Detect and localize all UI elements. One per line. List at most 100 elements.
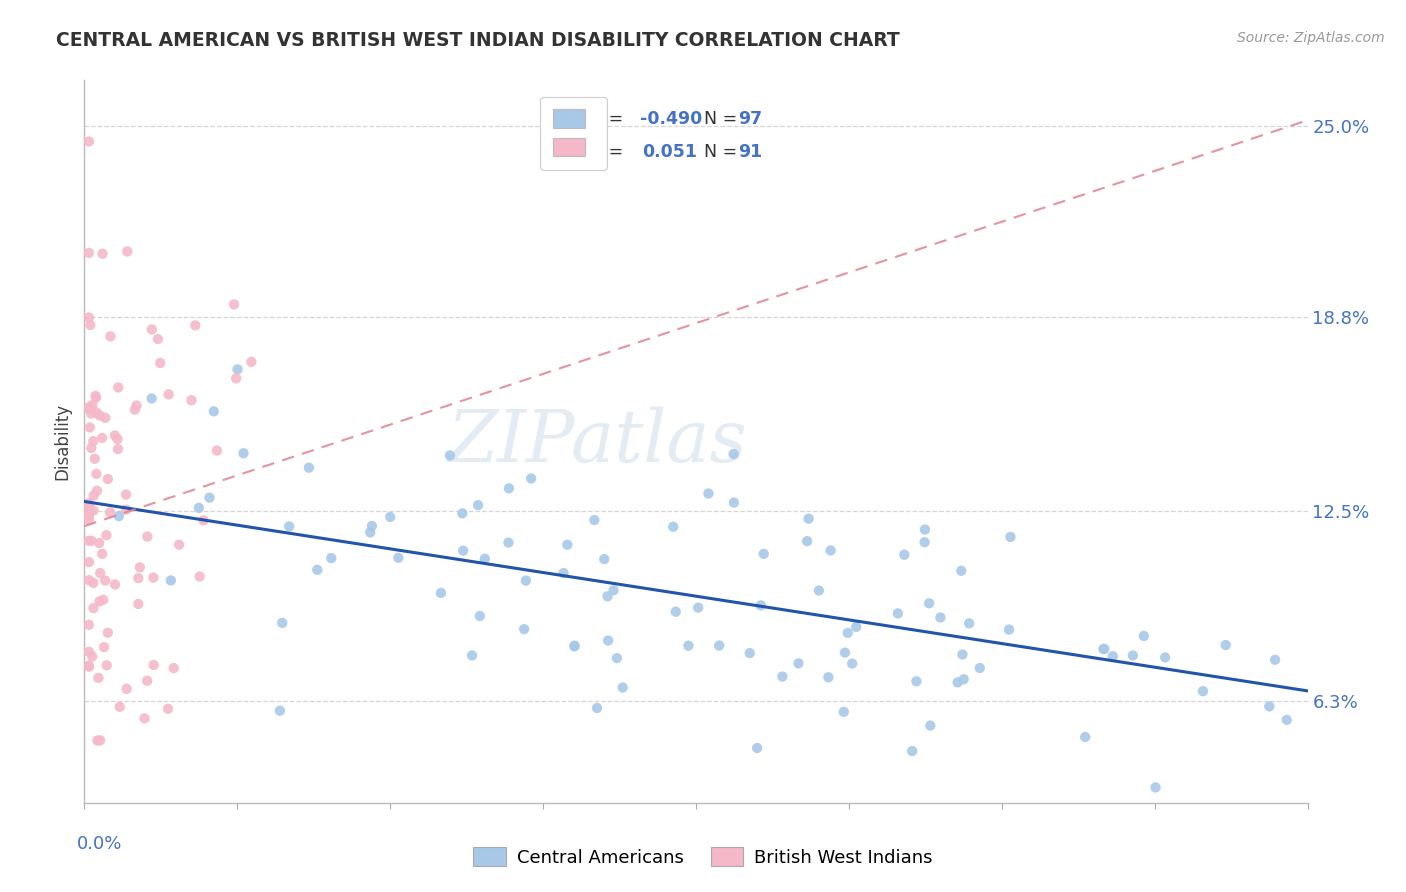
Point <box>998 623 1021 637</box>
Point <box>156 702 179 716</box>
Point <box>380 510 402 524</box>
Point <box>79 318 101 332</box>
Point <box>520 471 543 485</box>
Text: 0.051: 0.051 <box>643 143 697 161</box>
Point <box>104 577 127 591</box>
Point <box>108 509 131 524</box>
Point <box>770 669 793 683</box>
Point <box>360 519 382 533</box>
Point <box>747 741 769 756</box>
Point <box>222 297 245 311</box>
Point <box>796 534 818 549</box>
Point <box>957 616 980 631</box>
Point <box>80 533 103 548</box>
Point <box>82 398 104 412</box>
Point <box>439 449 461 463</box>
Text: 0.0%: 0.0% <box>77 835 122 854</box>
Point <box>606 651 628 665</box>
Point <box>159 574 181 588</box>
Point <box>115 487 138 501</box>
Point <box>1101 649 1123 664</box>
Point <box>77 513 100 527</box>
Point <box>1074 730 1097 744</box>
Point <box>467 498 489 512</box>
Point <box>107 442 129 456</box>
Point <box>834 646 856 660</box>
Point <box>205 443 228 458</box>
Point <box>77 401 100 416</box>
Point <box>94 410 117 425</box>
Point <box>141 322 163 336</box>
Point <box>82 649 104 664</box>
Point <box>513 622 536 636</box>
Point <box>115 681 138 696</box>
Text: R =: R = <box>591 110 628 128</box>
Point <box>468 609 491 624</box>
Point <box>80 441 103 455</box>
Point <box>77 504 100 518</box>
Text: N =: N = <box>704 143 742 161</box>
Point <box>115 502 138 516</box>
Point <box>240 355 263 369</box>
Legend: , : , <box>540 96 607 169</box>
Point <box>77 245 100 260</box>
Point <box>612 681 634 695</box>
Point <box>232 446 254 460</box>
Point <box>89 536 111 550</box>
Point <box>84 391 107 405</box>
Point <box>127 571 149 585</box>
Point <box>797 512 820 526</box>
Point <box>1192 684 1215 698</box>
Point <box>180 393 202 408</box>
Point <box>77 507 100 521</box>
Point <box>321 551 343 566</box>
Point <box>193 513 215 527</box>
Point <box>93 640 115 654</box>
Point <box>77 617 100 632</box>
Point <box>929 610 952 624</box>
Point <box>157 387 180 401</box>
Point <box>89 409 111 423</box>
Point <box>77 658 100 673</box>
Point <box>837 626 859 640</box>
Point <box>124 402 146 417</box>
Point <box>136 673 159 688</box>
Point <box>82 601 104 615</box>
Point <box>1132 629 1154 643</box>
Point <box>1092 642 1115 657</box>
Point <box>89 566 111 580</box>
Point <box>387 550 409 565</box>
Text: -0.490: -0.490 <box>640 110 703 128</box>
Point <box>187 500 209 515</box>
Point <box>271 615 294 630</box>
Point <box>1092 641 1115 656</box>
Point <box>665 605 688 619</box>
Point <box>89 733 111 747</box>
Point <box>107 380 129 394</box>
Point <box>914 535 936 549</box>
Point <box>77 573 100 587</box>
Point <box>461 648 484 663</box>
Point <box>86 405 108 419</box>
Point <box>97 472 120 486</box>
Text: N =: N = <box>704 110 742 128</box>
Point <box>226 362 249 376</box>
Point <box>307 563 329 577</box>
Text: ZIPatlas: ZIPatlas <box>449 406 748 477</box>
Point <box>91 246 114 260</box>
Point <box>723 447 745 461</box>
Point <box>709 639 731 653</box>
Point <box>905 674 928 689</box>
Point <box>430 586 453 600</box>
Point <box>77 555 100 569</box>
Point <box>688 600 710 615</box>
Point <box>451 543 474 558</box>
Point <box>678 639 700 653</box>
Point <box>82 576 104 591</box>
Point <box>94 574 117 588</box>
Point <box>1275 713 1298 727</box>
Point <box>662 520 685 534</box>
Point <box>498 481 520 495</box>
Point <box>564 640 586 654</box>
Point <box>787 657 810 671</box>
